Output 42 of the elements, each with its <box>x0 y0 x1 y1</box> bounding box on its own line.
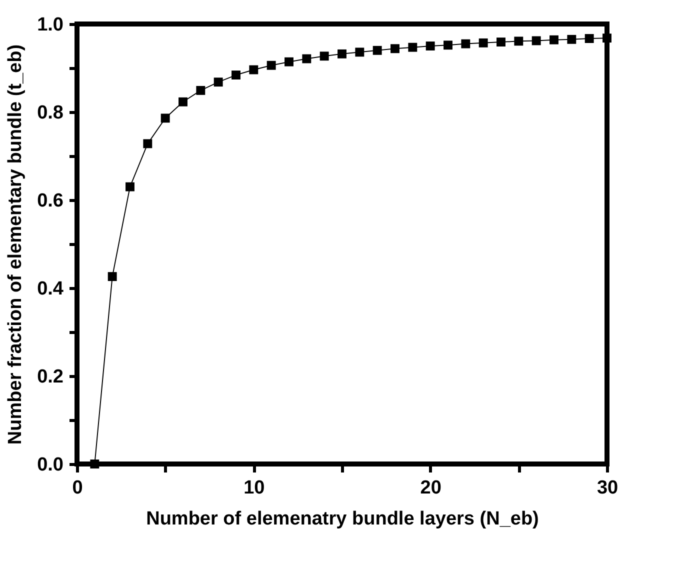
point <box>214 78 223 87</box>
y-tick-label: 0.8 <box>37 102 64 124</box>
x-tick-label: 30 <box>596 478 618 498</box>
y-tick-label: 0.6 <box>37 190 64 212</box>
point <box>426 42 435 50</box>
point <box>232 70 240 80</box>
point <box>567 34 576 44</box>
x-tick-label: 20 <box>420 478 442 498</box>
point <box>550 35 558 44</box>
point <box>461 39 470 48</box>
point <box>372 46 382 55</box>
point <box>320 52 329 61</box>
point <box>108 272 117 282</box>
point <box>196 86 206 95</box>
x-tick-label: 10 <box>244 478 265 498</box>
point <box>602 34 612 43</box>
point <box>478 38 488 48</box>
point <box>408 42 418 52</box>
point <box>514 36 524 46</box>
point <box>532 36 541 46</box>
point <box>444 40 452 50</box>
point <box>584 34 594 43</box>
point <box>90 460 100 468</box>
point <box>302 54 312 64</box>
y-tick-label: 0.4 <box>37 278 64 300</box>
point <box>178 97 188 106</box>
x-axis-title: Number of elemenatry bundle layers (N_eb) <box>146 508 539 530</box>
y-tick-label: 1.0 <box>37 14 64 36</box>
point <box>496 38 506 47</box>
point <box>160 114 170 123</box>
y-tick-label: 0.0 <box>37 454 64 476</box>
point <box>355 48 364 57</box>
point <box>390 44 400 54</box>
x-tick-label: 0 <box>72 478 83 498</box>
point <box>249 65 258 74</box>
point <box>266 60 276 70</box>
point <box>126 182 134 192</box>
point <box>338 49 346 58</box>
point <box>143 139 152 148</box>
y-axis-title: Number fraction of elementary bundle (t_eb) <box>5 44 26 445</box>
y-tick-label: 0.2 <box>37 366 64 388</box>
point <box>284 57 294 66</box>
